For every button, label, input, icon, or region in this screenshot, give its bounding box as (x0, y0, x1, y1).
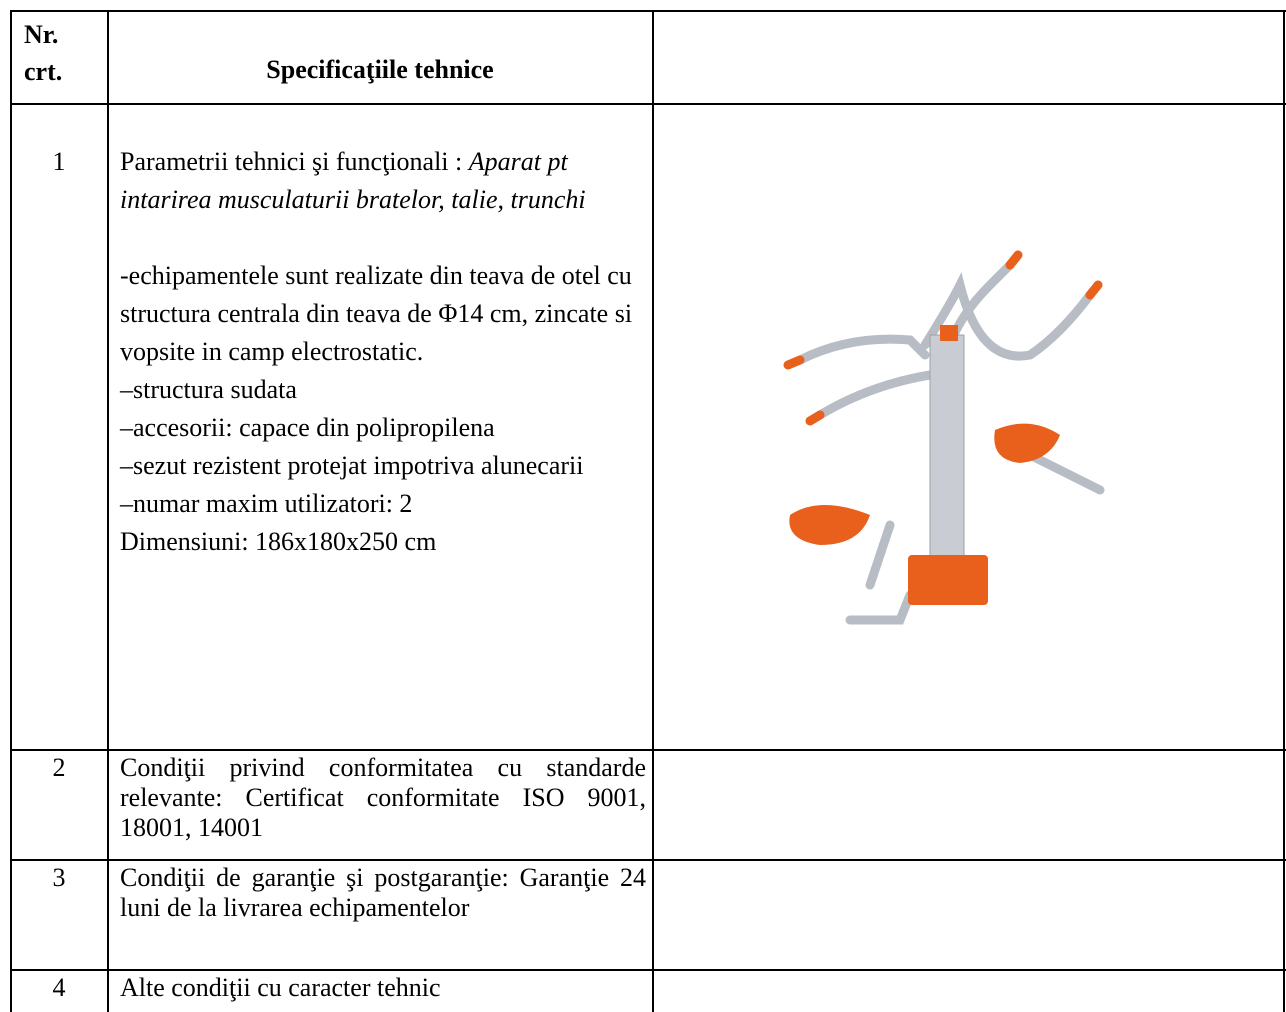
detail: Dimensiuni: 186x180x250 cm (120, 527, 437, 556)
row-number: 2 (52, 753, 66, 782)
detail: –sezut rezistent protejat impotriva alun… (120, 451, 584, 480)
border (1283, 10, 1285, 1012)
header-spec: Specificaţiile tehnice (266, 55, 494, 84)
row-number: 4 (52, 973, 66, 1002)
row-text: Alte condiţii cu caracter tehnic (120, 973, 441, 1002)
detail: –numar maxim utilizatori: 2 (120, 489, 413, 518)
label-italic: Aparat pt intarirea musculaturii bratelo… (120, 147, 586, 214)
header-number: Nr. crt. (24, 16, 62, 90)
border (10, 859, 1286, 861)
detail: -echipamentele sunt realizate din teava … (120, 261, 633, 366)
row-spec: Parametrii tehnici şi funcţionali : Apar… (120, 143, 646, 561)
spacer (120, 219, 646, 257)
row-text: Condiţii de garanţie şi postgaranţie: Ga… (120, 863, 646, 922)
detail: –accesorii: capace din polipropilena (120, 413, 495, 442)
border (10, 969, 1286, 971)
label: Parametrii tehnici şi funcţionali : (120, 147, 469, 176)
row-text: Condiţii privind conformitatea cu standa… (120, 753, 646, 842)
detail: –structura sudata (120, 375, 297, 404)
equipment-image (783, 250, 1105, 625)
border (10, 103, 1286, 105)
header-text: Nr. (24, 20, 59, 49)
border (10, 749, 1286, 751)
border (10, 10, 12, 1012)
border (107, 10, 109, 1012)
border (652, 10, 654, 1012)
row-number: 1 (52, 147, 66, 176)
border (10, 10, 1286, 12)
header-text: crt. (24, 57, 63, 86)
spec-label: Parametrii tehnici şi funcţionali : Apar… (120, 143, 646, 219)
row-number: 3 (52, 863, 66, 892)
